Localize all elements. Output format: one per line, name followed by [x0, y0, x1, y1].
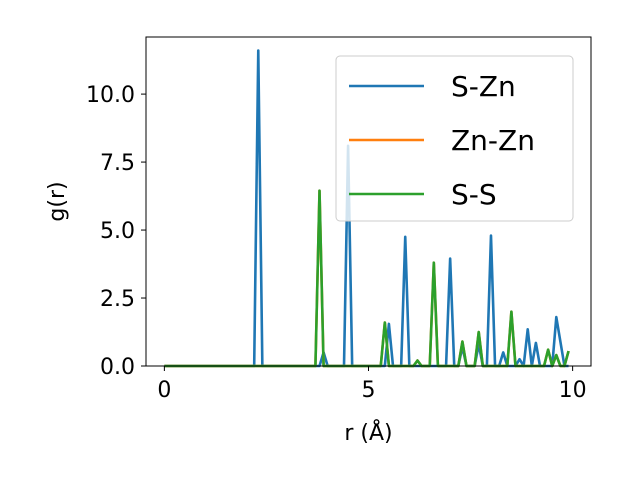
y-tick-label: 0.0 [100, 355, 135, 380]
y-tick-label: 7.5 [100, 151, 135, 176]
legend-label-2: Zn-Zn [451, 124, 535, 157]
legend: S-Zn Zn-Zn S-S [335, 55, 574, 222]
x-axis-ticks: 0 5 10 [157, 366, 587, 403]
y-axis-label: g(r) [45, 181, 70, 221]
y-tick-label: 10.0 [86, 83, 135, 108]
y-tick-label: 2.5 [100, 287, 135, 312]
x-axis-label: r (Å) [344, 419, 392, 446]
x-tick-label: 10 [559, 378, 587, 403]
x-tick-label: 5 [362, 378, 376, 403]
legend-box [335, 55, 574, 222]
series-line-3 [164, 189, 570, 368]
y-tick-label: 5.0 [100, 219, 135, 244]
x-tick-label: 0 [157, 378, 171, 403]
legend-label-3: S-S [451, 178, 497, 211]
legend-label-1: S-Zn [451, 70, 516, 103]
y-axis-ticks: 0.0 2.5 5.0 7.5 10.0 [86, 83, 146, 380]
